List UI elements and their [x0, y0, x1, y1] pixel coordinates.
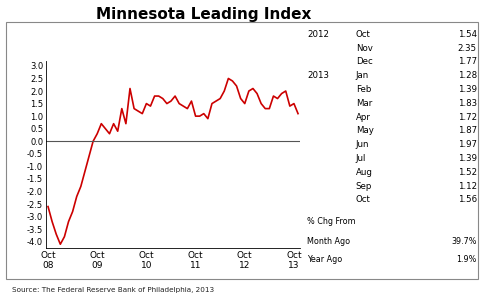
Text: % Chg From: % Chg From: [307, 217, 356, 226]
Text: Sep: Sep: [356, 181, 372, 191]
Text: Jan: Jan: [356, 71, 369, 80]
Text: Jun: Jun: [356, 140, 369, 149]
Text: 1.28: 1.28: [457, 71, 477, 80]
Text: 1.97: 1.97: [458, 140, 477, 149]
Text: Nov: Nov: [356, 43, 373, 53]
Text: Source: The Federal Reserve Bank of Philadelphia, 2013: Source: The Federal Reserve Bank of Phil…: [12, 287, 214, 293]
Text: Apr: Apr: [356, 113, 371, 121]
Text: May: May: [356, 127, 374, 135]
Text: Dec: Dec: [356, 57, 373, 66]
Text: 1.12: 1.12: [457, 181, 477, 191]
Text: 1.87: 1.87: [457, 127, 477, 135]
Text: 2012: 2012: [307, 30, 329, 39]
Text: 1.72: 1.72: [457, 113, 477, 121]
Text: 1.52: 1.52: [457, 168, 477, 177]
Text: Month Ago: Month Ago: [307, 238, 350, 247]
Text: 1.54: 1.54: [457, 30, 477, 39]
Text: Mar: Mar: [356, 99, 372, 108]
Text: 2.35: 2.35: [457, 43, 477, 53]
Text: Year Ago: Year Ago: [307, 255, 343, 264]
Text: 1.39: 1.39: [458, 154, 477, 163]
Text: 1.56: 1.56: [457, 195, 477, 204]
Text: Minnesota Leading Index: Minnesota Leading Index: [96, 7, 311, 23]
Text: 39.7%: 39.7%: [451, 238, 477, 247]
Text: 2013: 2013: [307, 71, 329, 80]
Text: 1.83: 1.83: [457, 99, 477, 108]
Text: 1.9%: 1.9%: [456, 255, 477, 264]
Text: Jul: Jul: [356, 154, 366, 163]
Text: 1.39: 1.39: [458, 85, 477, 94]
Text: Aug: Aug: [356, 168, 373, 177]
Text: Oct: Oct: [356, 195, 371, 204]
Text: 1.77: 1.77: [457, 57, 477, 66]
Bar: [6, 22, 478, 279]
Text: Oct: Oct: [356, 30, 371, 39]
Text: Feb: Feb: [356, 85, 371, 94]
